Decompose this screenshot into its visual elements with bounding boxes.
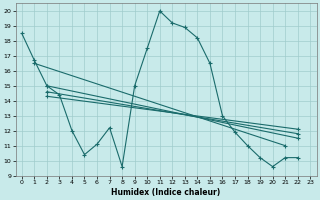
X-axis label: Humidex (Indice chaleur): Humidex (Indice chaleur): [111, 188, 221, 197]
